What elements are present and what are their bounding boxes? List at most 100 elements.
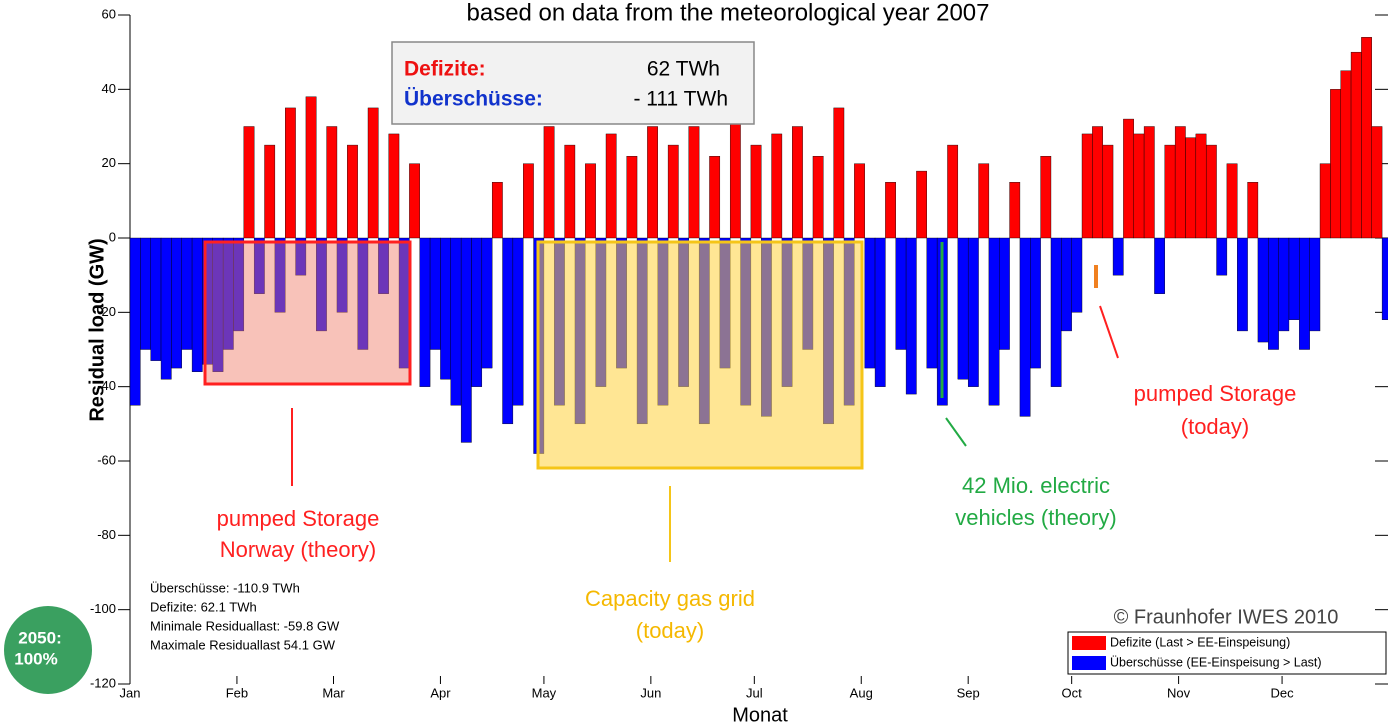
bar <box>347 144 358 239</box>
storage-box <box>203 240 412 386</box>
bar <box>771 133 783 239</box>
bar <box>460 237 472 443</box>
bar <box>667 144 679 239</box>
pointer <box>945 417 967 447</box>
bar <box>1268 237 1279 350</box>
x-tick-label: Oct <box>1062 685 1083 700</box>
bar <box>233 237 245 332</box>
bar <box>792 126 803 239</box>
bar <box>1205 144 1217 239</box>
bar <box>1226 163 1238 239</box>
bar <box>1061 237 1072 332</box>
bar <box>1381 237 1388 320</box>
x-tick-label: Feb <box>226 685 248 700</box>
bar <box>916 170 927 239</box>
y-tick-label: 0 <box>109 229 116 244</box>
bar <box>1019 237 1031 417</box>
bar <box>1309 237 1321 332</box>
bar <box>1185 137 1197 239</box>
annotation: Norway (theory) <box>220 537 376 562</box>
chart-title: based on data from the meteorological ye… <box>467 0 990 26</box>
bar <box>1288 237 1300 320</box>
bar <box>171 237 182 369</box>
annotation: 42 Mio. electric <box>962 473 1110 498</box>
bar <box>1216 237 1228 276</box>
bar <box>419 237 431 387</box>
bar <box>1050 237 1062 387</box>
bar <box>471 237 483 387</box>
annotation: (today) <box>636 618 704 643</box>
bar <box>253 237 265 294</box>
bar <box>129 237 141 406</box>
bar <box>626 156 638 239</box>
bar <box>1081 133 1093 239</box>
bar <box>1154 237 1165 294</box>
bar <box>812 156 824 239</box>
bar <box>1340 70 1352 239</box>
summary-value: - 111 TWh <box>633 88 728 111</box>
bar <box>543 126 555 239</box>
bar <box>140 237 151 350</box>
x-tick-label: Jan <box>120 685 141 700</box>
bar <box>264 144 276 239</box>
bar <box>191 237 203 373</box>
legend-label: Defizite (Last > EE-Einspeisung) <box>1110 635 1290 649</box>
summary-label: Überschüsse: <box>404 88 543 111</box>
y-tick-label: 20 <box>102 155 116 170</box>
logo-text: 100% <box>14 649 57 668</box>
bar <box>1330 89 1341 239</box>
legend <box>1067 631 1387 675</box>
annotation: vehicles (theory) <box>955 505 1116 530</box>
bar <box>1361 37 1372 239</box>
bar <box>1237 237 1248 332</box>
bar <box>1112 237 1124 276</box>
bar <box>1092 126 1103 239</box>
bar <box>864 237 876 369</box>
legend-label: Überschüsse (EE-Einspeisung > Last) <box>1110 655 1322 669</box>
bar <box>409 163 420 239</box>
y-tick-label: -100 <box>90 601 116 616</box>
bar <box>1143 126 1155 239</box>
y-tick-label: 40 <box>102 81 116 96</box>
bar <box>295 237 307 276</box>
bar <box>1102 144 1114 239</box>
bar <box>491 182 503 239</box>
bar <box>378 237 389 294</box>
gas-grid-box <box>536 240 864 470</box>
bar <box>150 237 162 361</box>
stat: Überschüsse: -110.9 TWh <box>150 580 300 595</box>
bar <box>1164 144 1176 239</box>
legend-swatch <box>1072 636 1106 650</box>
logo <box>4 606 92 694</box>
legend-swatch <box>1072 656 1106 670</box>
bar <box>1030 237 1041 369</box>
bar <box>1247 182 1259 239</box>
bar <box>1040 156 1052 239</box>
y-tick-label: -20 <box>97 304 116 319</box>
bar <box>388 133 400 239</box>
bar <box>336 237 348 313</box>
bar <box>1350 51 1362 239</box>
bar <box>905 237 917 395</box>
x-tick-label: Jun <box>640 685 661 700</box>
x-tick-label: Aug <box>850 685 873 700</box>
bar <box>647 126 658 239</box>
summary-label: Defizite: <box>404 58 486 81</box>
bar <box>895 237 907 350</box>
x-tick-label: Dec <box>1271 685 1295 700</box>
bar <box>326 126 338 239</box>
y-tick-label: -120 <box>90 675 116 690</box>
bar <box>1123 118 1134 239</box>
y-tick-label: -80 <box>97 527 116 542</box>
y-axis-label: Residual load (GW) <box>86 238 108 421</box>
stat: Minimale Residuallast: -59.8 GW <box>150 618 340 633</box>
annotation: pumped Storage <box>217 506 380 531</box>
x-tick-label: Jul <box>746 685 763 700</box>
bar <box>926 237 938 369</box>
copyright: © Fraunhofer IWES 2010 <box>1114 606 1339 628</box>
bar <box>481 237 493 369</box>
summary-box <box>391 41 755 125</box>
annotation: Capacity gas grid <box>585 586 755 611</box>
logo-text: 2050: <box>18 628 61 647</box>
